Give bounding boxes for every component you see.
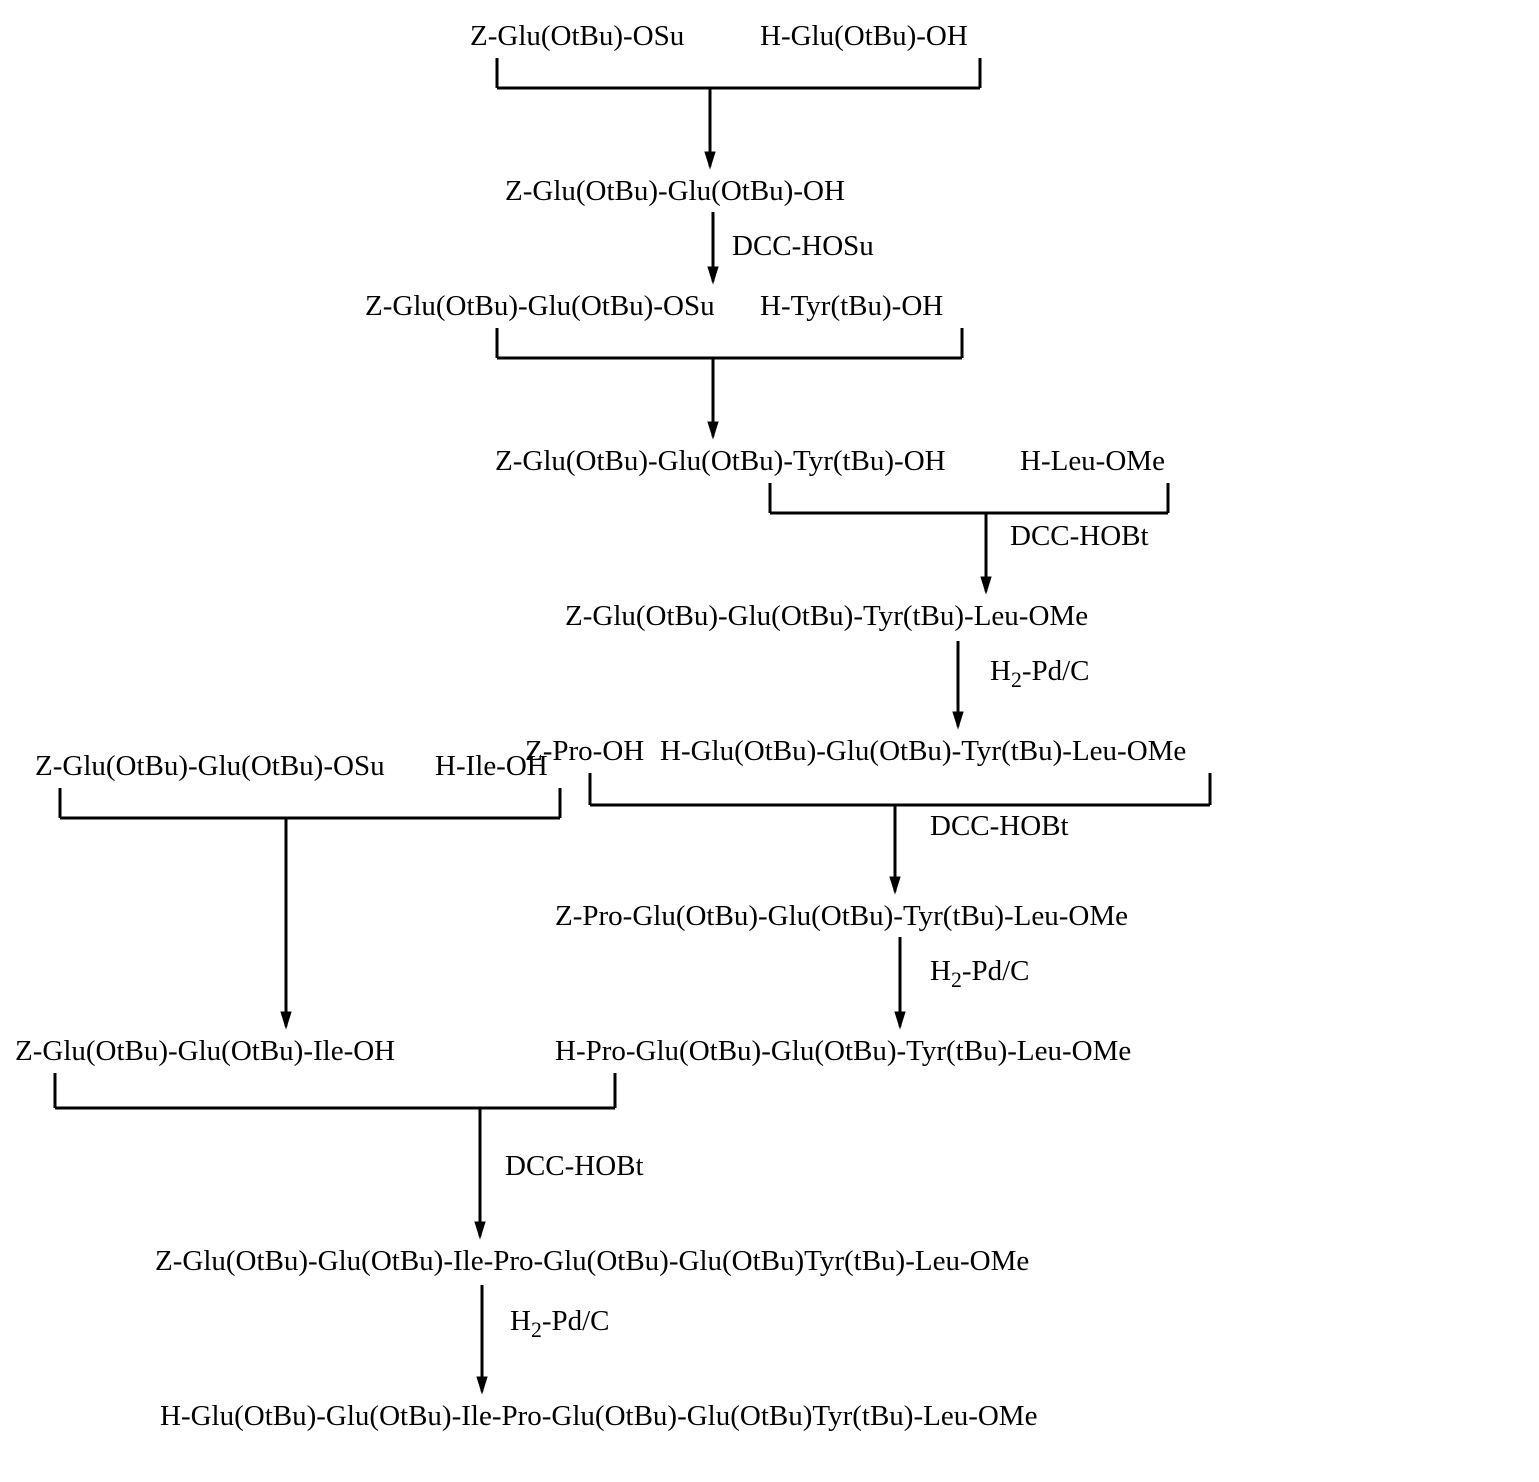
diagram-lines <box>0 0 1539 1482</box>
diagram-canvas: Z-Glu(OtBu)-OSuH-Glu(OtBu)-OHZ-Glu(OtBu)… <box>0 0 1539 1482</box>
